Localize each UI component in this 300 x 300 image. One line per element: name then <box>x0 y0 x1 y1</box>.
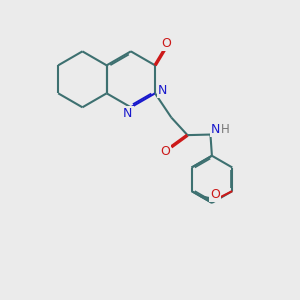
Text: N: N <box>211 123 220 136</box>
Text: N: N <box>158 84 167 97</box>
Text: O: O <box>210 188 220 200</box>
Text: H: H <box>221 123 230 136</box>
Text: O: O <box>160 145 170 158</box>
Text: N: N <box>123 107 133 120</box>
Text: O: O <box>161 37 171 50</box>
